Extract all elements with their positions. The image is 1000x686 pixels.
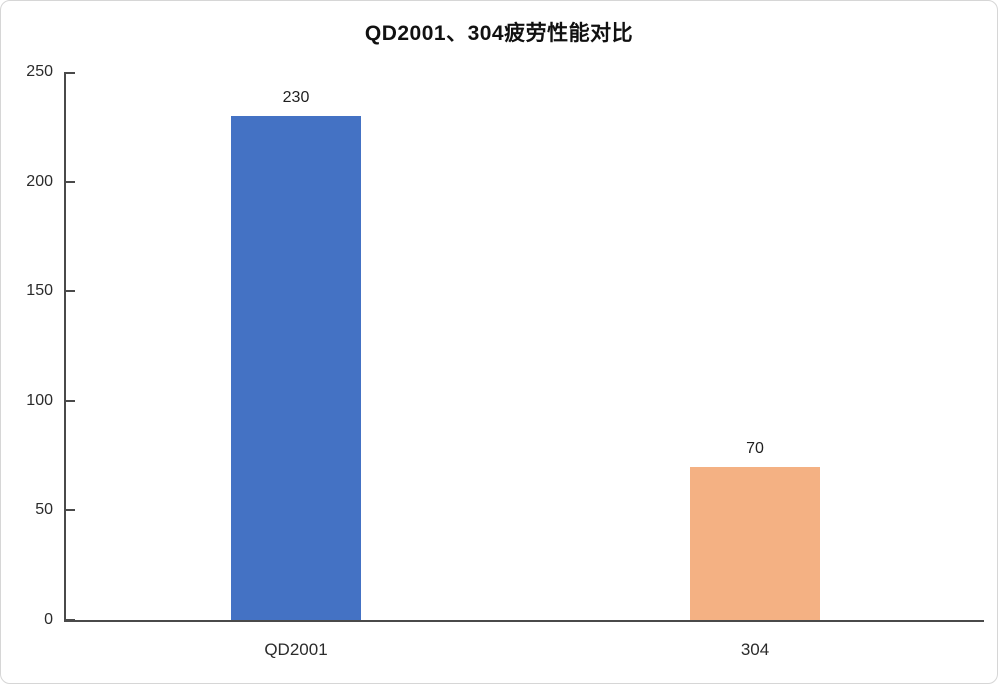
y-tick-mark [66, 509, 75, 512]
y-tick-mark [66, 619, 75, 621]
x-category-label: 304 [740, 640, 770, 659]
y-tick-label: 200 [26, 172, 53, 190]
y-tick-label: 100 [26, 391, 53, 409]
y-tick-label: 0 [44, 611, 53, 628]
bar-value-label: 230 [282, 89, 310, 106]
y-tick-mark [66, 180, 75, 183]
bar-QD2001 [231, 116, 361, 620]
y-tick-mark [66, 399, 75, 402]
y-axis-labels: 0 50 100 150 200 250 [1, 63, 53, 628]
bar-value-label: 70 [746, 440, 764, 457]
y-tick-mark [66, 290, 75, 293]
plot-area: 230 QD2001 70 304 [64, 72, 984, 659]
y-tick-label: 150 [26, 282, 53, 300]
y-tick-mark [66, 72, 75, 74]
x-category-label: QD2001 [264, 640, 328, 659]
chart-title: QD2001、304疲劳性能对比 [364, 22, 634, 45]
y-tick-label: 50 [35, 501, 53, 519]
bar-304 [690, 467, 820, 620]
y-tick-label: 250 [26, 63, 53, 80]
